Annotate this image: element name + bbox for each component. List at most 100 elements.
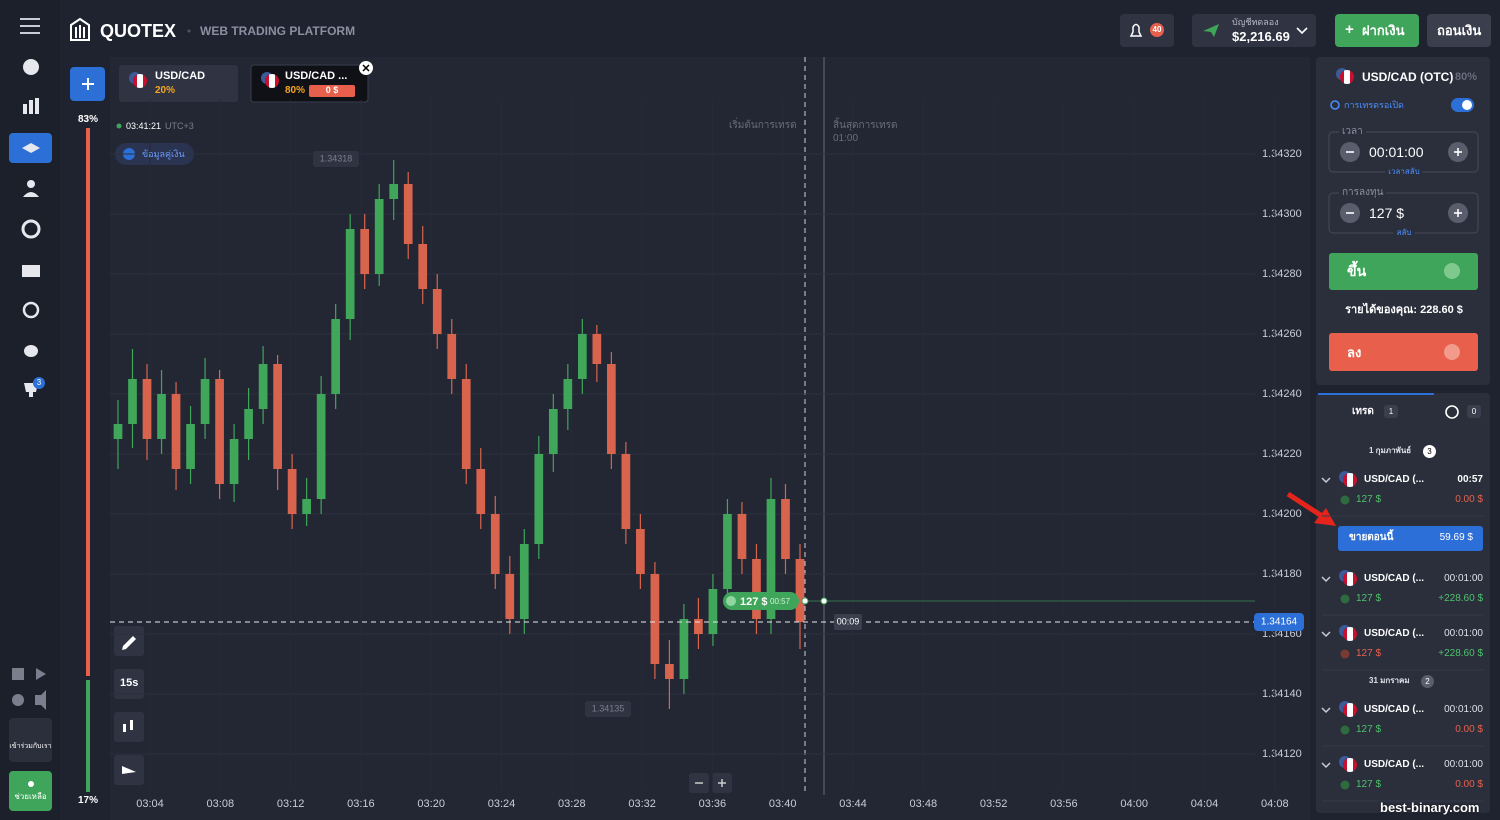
y-tick-label: 1.34260 bbox=[1262, 328, 1302, 340]
trade-result: +228.60 $ bbox=[1438, 648, 1483, 659]
y-tick-label: 1.34200 bbox=[1262, 508, 1302, 520]
candle-body bbox=[374, 199, 384, 274]
tab-1[interactable] bbox=[119, 65, 238, 102]
open-count: 1 bbox=[1384, 405, 1398, 418]
candle-body bbox=[752, 559, 761, 619]
end-time: 01:00 bbox=[833, 133, 859, 144]
deposit-button[interactable] bbox=[1335, 14, 1419, 47]
notif-box[interactable] bbox=[1120, 14, 1174, 47]
trade-time: 00:01:00 bbox=[1444, 573, 1483, 584]
direction-icon bbox=[1340, 780, 1350, 790]
direction-icon bbox=[1340, 594, 1350, 604]
countdown-bg bbox=[834, 614, 862, 630]
live-dot bbox=[116, 123, 122, 129]
clock-icon bbox=[1445, 405, 1459, 419]
candle-body bbox=[302, 499, 311, 514]
candle-body bbox=[476, 469, 486, 514]
candle-body bbox=[723, 514, 732, 589]
x-tick-label: 03:24 bbox=[488, 798, 516, 810]
join-button[interactable] bbox=[9, 718, 52, 762]
toggle-knob bbox=[1462, 100, 1472, 110]
trades-tab[interactable]: เทรด bbox=[1352, 406, 1374, 417]
flag bbox=[1343, 758, 1357, 772]
timeframe[interactable]: 15s bbox=[120, 677, 139, 689]
sentiment-up bbox=[86, 680, 90, 792]
x-tick-label: 03:08 bbox=[207, 798, 235, 810]
sell-button[interactable] bbox=[1338, 526, 1483, 551]
group-count: 3 bbox=[1423, 445, 1436, 458]
trade-time: 00:01:00 bbox=[1444, 759, 1483, 770]
candle-body bbox=[795, 559, 805, 622]
x-tick-label: 03:20 bbox=[417, 798, 445, 810]
invest-value[interactable]: 127 $ bbox=[1369, 205, 1405, 221]
candle-body bbox=[113, 424, 123, 439]
end-label: สิ้นสุดการเทรด bbox=[833, 120, 898, 131]
candle-body bbox=[708, 589, 718, 634]
y-tick-label: 1.34120 bbox=[1262, 748, 1302, 760]
account-type: บัญชีทดลอง bbox=[1232, 17, 1279, 27]
sell-value: 59.69 $ bbox=[1439, 532, 1473, 543]
trade-badge bbox=[723, 592, 799, 610]
tool-icons[interactable] bbox=[12, 668, 46, 710]
balance: $2,216.69 bbox=[1232, 29, 1290, 44]
candle-body bbox=[548, 409, 558, 454]
trade-time: 00:57 bbox=[1457, 474, 1483, 485]
flag bbox=[1343, 703, 1357, 717]
info-label[interactable]: ข้อมูลคู่เงิน bbox=[142, 149, 185, 159]
pending-label[interactable]: การเทรดรอเปิด bbox=[1344, 100, 1404, 110]
tab-pair[interactable]: USD/CAD bbox=[155, 70, 206, 82]
chevron bbox=[1296, 27, 1308, 35]
account-box[interactable] bbox=[1192, 14, 1316, 47]
candle-body bbox=[403, 184, 413, 244]
candle-body bbox=[621, 454, 631, 529]
down-button[interactable] bbox=[1329, 333, 1478, 371]
time-value[interactable]: 00:01:00 bbox=[1369, 144, 1424, 160]
expand-chevron bbox=[1321, 576, 1331, 583]
help-label: ช่วยเหลือ bbox=[14, 792, 47, 801]
trades-panel-bg bbox=[1316, 393, 1490, 813]
trade-result: +228.60 $ bbox=[1438, 593, 1483, 604]
time-switch[interactable]: เวลาสลับ bbox=[1385, 168, 1423, 176]
flag bbox=[1343, 572, 1357, 586]
up-button[interactable] bbox=[1329, 253, 1478, 290]
sidebar-bg bbox=[0, 0, 60, 820]
x-tick-label: 03:48 bbox=[910, 798, 938, 810]
candle-body bbox=[461, 379, 471, 469]
candle-body bbox=[273, 364, 282, 469]
bell-icon bbox=[1129, 23, 1143, 37]
stepper-glyphs bbox=[1346, 148, 1462, 217]
trade-amount: 127 $ bbox=[1356, 593, 1382, 604]
trade-amount: 127 $ bbox=[1356, 494, 1382, 505]
trade-amount: 127 $ bbox=[1356, 648, 1382, 659]
menu-icon[interactable] bbox=[20, 18, 40, 34]
tab-pair[interactable]: USD/CAD ... bbox=[285, 70, 348, 82]
trade-badge-icon bbox=[726, 596, 736, 606]
invest-switch[interactable]: สลับ bbox=[1393, 229, 1415, 237]
timezone: UTC+3 bbox=[165, 121, 194, 131]
help-button[interactable] bbox=[9, 771, 52, 811]
x-tick-label: 04:00 bbox=[1120, 798, 1148, 810]
y-tick-label: 1.34320 bbox=[1262, 148, 1302, 160]
trade-pair: USD/CAD (... bbox=[1364, 573, 1424, 584]
withdraw-button[interactable] bbox=[1427, 14, 1491, 47]
candle-body bbox=[171, 394, 181, 469]
nav-icons[interactable] bbox=[21, 59, 41, 397]
start-label: เริ่มต้นการเทรด bbox=[729, 120, 797, 131]
flag bbox=[133, 74, 147, 88]
trade-result: 0.00 $ bbox=[1455, 779, 1483, 790]
expand-chevron bbox=[1321, 631, 1331, 638]
y-tick-label: 1.34240 bbox=[1262, 388, 1302, 400]
candle-body bbox=[287, 469, 297, 514]
down-label: ลง bbox=[1347, 345, 1362, 360]
direction-icon bbox=[1340, 649, 1350, 659]
x-tick-label: 03:44 bbox=[839, 798, 867, 810]
candle-body bbox=[679, 619, 689, 679]
y-tick-label: 1.34280 bbox=[1262, 268, 1302, 280]
trade-result: 0.00 $ bbox=[1455, 724, 1483, 735]
flag bbox=[1340, 70, 1354, 84]
y-tick-label: 1.34220 bbox=[1262, 448, 1302, 460]
sentiment-down bbox=[86, 128, 90, 676]
deposit-label: ฝากเงิน bbox=[1362, 23, 1405, 38]
